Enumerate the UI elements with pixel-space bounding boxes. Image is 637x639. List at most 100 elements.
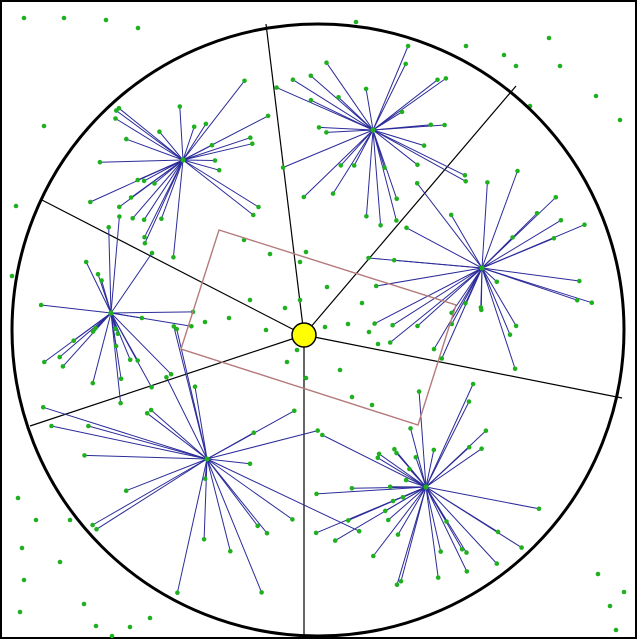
data-point [390, 498, 396, 504]
data-point [168, 371, 174, 377]
data-point [263, 327, 269, 333]
data-point [303, 249, 309, 255]
data-point [171, 254, 176, 260]
data-point [431, 447, 437, 453]
data-point [174, 326, 179, 332]
data-point [139, 315, 145, 321]
spoke [425, 383, 474, 488]
data-point [109, 633, 115, 639]
data-point [40, 405, 46, 410]
data-point [513, 323, 519, 329]
spoke [372, 124, 431, 131]
spoke [377, 457, 427, 488]
data-point [290, 517, 295, 522]
data-point [536, 506, 542, 512]
spoke [387, 486, 427, 521]
data-point [589, 300, 595, 306]
spoke [425, 486, 442, 552]
data-point [189, 324, 194, 329]
data-point [345, 321, 351, 327]
data-point [308, 73, 314, 79]
data-point [351, 163, 357, 168]
data-point [202, 319, 208, 325]
spoke [165, 377, 208, 460]
data-point [403, 477, 409, 483]
spoke [441, 267, 483, 359]
spoke [154, 159, 184, 184]
data-point [135, 358, 140, 363]
data-point [118, 376, 124, 382]
data-point [247, 461, 253, 467]
spoke [110, 312, 172, 375]
spoke [182, 159, 254, 216]
cluster-center-point-3 [479, 265, 485, 271]
data-point [60, 364, 66, 369]
spoke [96, 458, 208, 530]
data-point [478, 305, 484, 310]
data-point [621, 589, 627, 595]
data-point [332, 538, 338, 543]
spoke [451, 267, 483, 314]
spoke [176, 328, 208, 460]
data-point [459, 547, 465, 552]
spoke [481, 267, 580, 282]
data-point [464, 569, 470, 574]
data-point [463, 179, 469, 184]
spoke [126, 138, 184, 161]
spoke [372, 129, 425, 147]
data-point [216, 167, 222, 173]
data-point [519, 545, 524, 550]
cluster-center-point-4 [108, 310, 114, 316]
spoke [110, 311, 194, 314]
outside-points-group [9, 15, 627, 639]
data-point [372, 321, 377, 326]
spoke [372, 129, 382, 226]
spoke [118, 107, 184, 161]
spoke [481, 267, 516, 369]
data-point [284, 359, 290, 365]
data-point [382, 165, 387, 170]
spoke [389, 267, 483, 343]
data-point [264, 530, 270, 536]
data-point [359, 300, 365, 306]
data-point [130, 216, 135, 221]
data-point [202, 476, 208, 482]
data-point [494, 561, 500, 566]
spoke [425, 449, 435, 488]
data-point [95, 271, 101, 277]
data-point [421, 143, 427, 148]
spoke [182, 80, 245, 161]
data-point [466, 399, 472, 404]
spoke [110, 216, 120, 314]
spoke [88, 425, 208, 460]
data-point [405, 43, 411, 49]
data-point [349, 394, 355, 400]
data-point [250, 141, 255, 146]
data-point [507, 332, 513, 338]
data-point [336, 95, 341, 100]
spoke [110, 312, 131, 360]
data-point [117, 214, 122, 219]
spoke [126, 458, 208, 492]
spokes-group [41, 45, 592, 593]
spoke [206, 458, 263, 593]
spoke [110, 312, 192, 327]
spoke [143, 159, 184, 221]
data-point [546, 35, 552, 41]
data-point [242, 78, 247, 84]
data-point [15, 495, 21, 501]
data-point [512, 366, 518, 372]
data-point [324, 60, 329, 65]
spoke [392, 267, 483, 326]
spoke [372, 63, 407, 131]
spoke [206, 430, 318, 460]
spoke [372, 129, 397, 221]
data-point [57, 354, 62, 360]
spoke [43, 406, 208, 460]
spoke [182, 137, 251, 161]
data-point [375, 341, 381, 347]
data-point [501, 52, 507, 58]
spoke [108, 227, 112, 314]
data-point [116, 105, 122, 111]
